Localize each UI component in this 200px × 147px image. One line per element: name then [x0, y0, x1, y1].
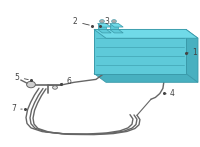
Circle shape — [100, 20, 104, 23]
Polygon shape — [94, 29, 186, 74]
Text: 6: 6 — [67, 77, 71, 86]
Polygon shape — [98, 24, 106, 29]
Polygon shape — [94, 29, 198, 38]
Polygon shape — [98, 24, 111, 27]
Circle shape — [53, 86, 57, 89]
Text: 7: 7 — [11, 103, 16, 113]
Circle shape — [27, 81, 35, 88]
Polygon shape — [186, 29, 198, 82]
Polygon shape — [110, 29, 123, 33]
Polygon shape — [110, 24, 123, 27]
Text: 1: 1 — [193, 48, 197, 57]
Polygon shape — [94, 74, 198, 82]
Text: 5: 5 — [15, 73, 19, 82]
Polygon shape — [110, 24, 118, 29]
Circle shape — [112, 20, 116, 23]
Text: 2: 2 — [73, 17, 77, 26]
Text: 3: 3 — [105, 17, 109, 26]
Polygon shape — [98, 29, 111, 33]
Text: 4: 4 — [170, 89, 174, 98]
